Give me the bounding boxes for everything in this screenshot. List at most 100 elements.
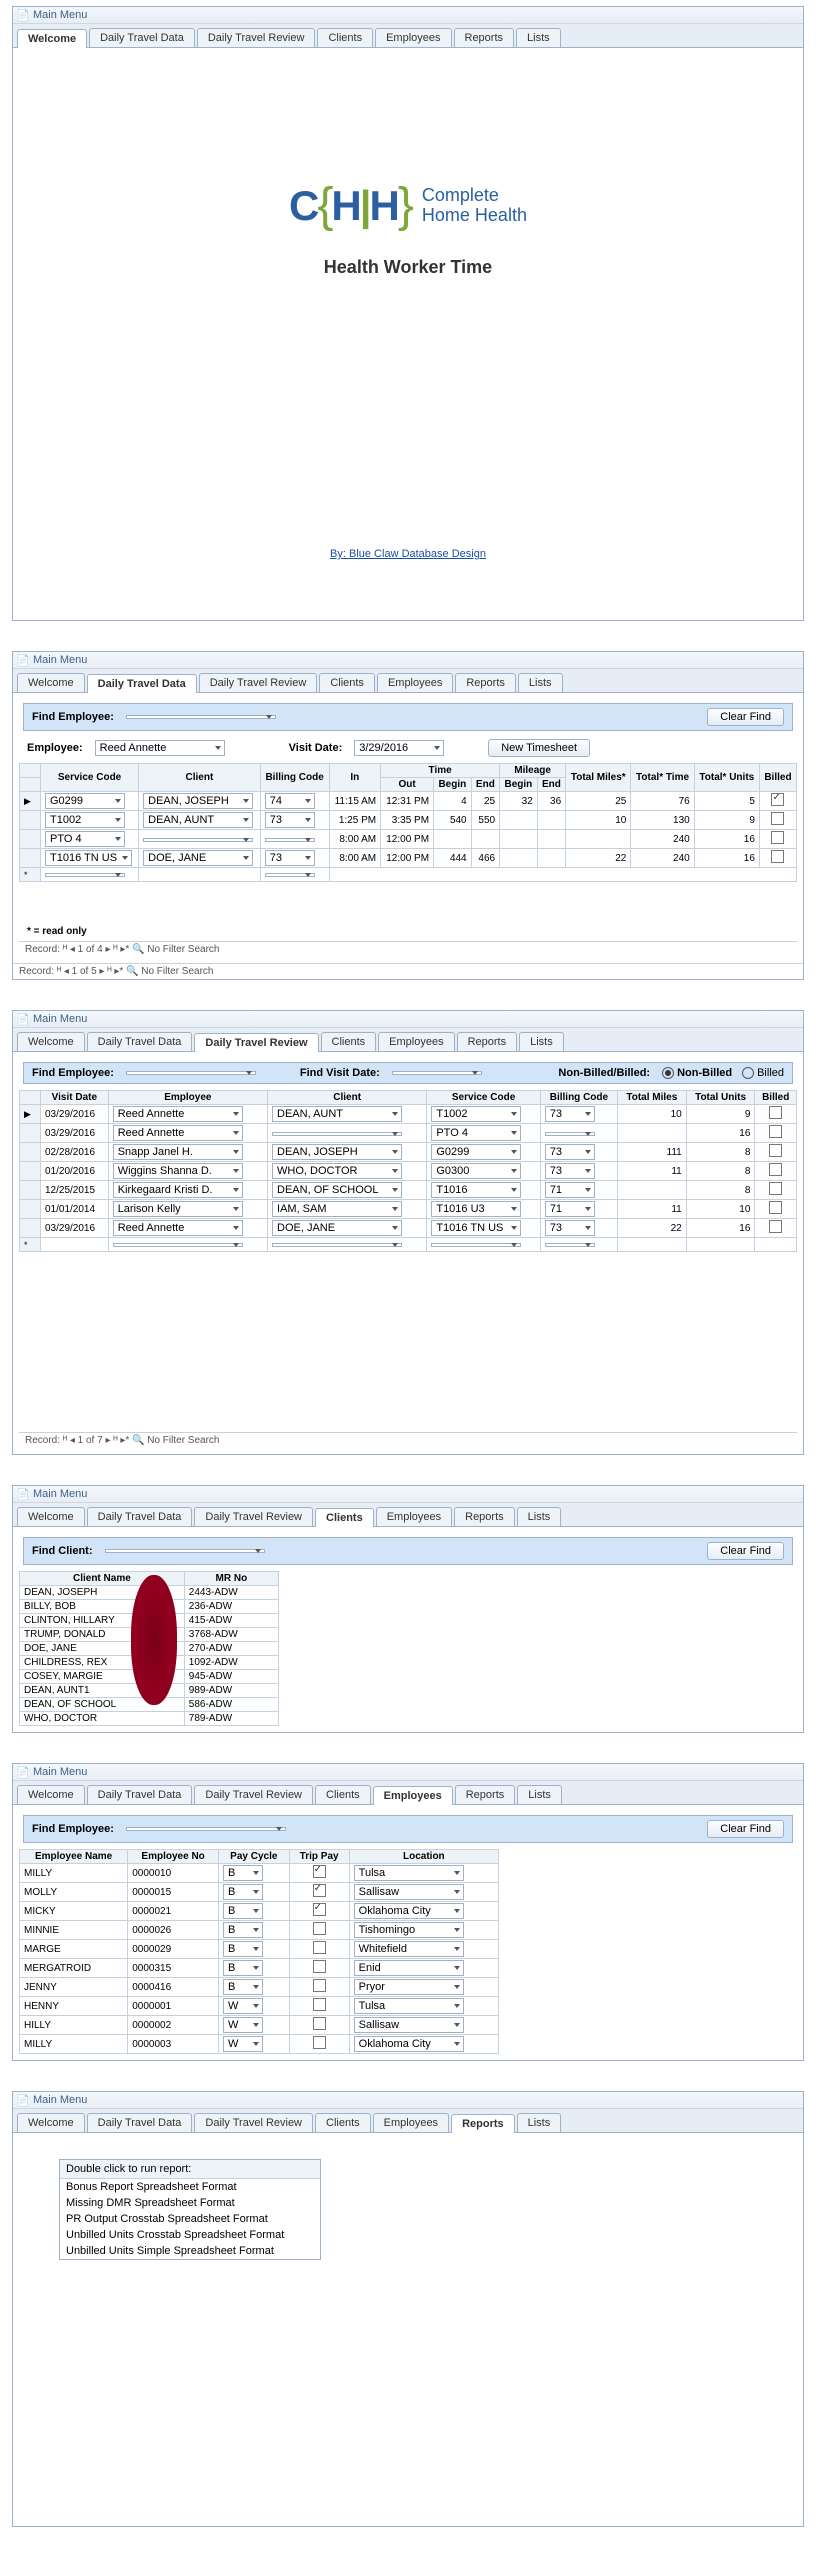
record-nav-outer[interactable]: Record: ᴴ ◂ 1 of 5 ▸ ᴴ ▸* 🔍 No Filter Se… (13, 963, 803, 979)
table-row[interactable]: HILLY0000002WSallisaw (20, 2016, 499, 2035)
panel-welcome: 📄 Main Menu WelcomeDaily Travel DataDail… (12, 6, 804, 621)
table-row[interactable]: ▶G0299DEAN, JOSEPH7411:15 AM12:31 PM4253… (20, 792, 797, 811)
table-row[interactable]: MOLLY0000015BSallisaw (20, 1883, 499, 1902)
tab-welcome[interactable]: Welcome (17, 2113, 85, 2132)
report-item[interactable]: Unbilled Units Crosstab Spreadsheet Form… (60, 2227, 320, 2243)
tab-daily-travel-data[interactable]: Daily Travel Data (89, 28, 195, 47)
tab-daily-travel-data[interactable]: Daily Travel Data (87, 1032, 193, 1051)
tab-lists[interactable]: Lists (517, 1507, 562, 1526)
redaction-mark (131, 1575, 177, 1705)
find-employee-select[interactable] (126, 1827, 286, 1831)
table-row[interactable]: ▶03/29/2016Reed AnnetteDEAN, AUNTT100273… (20, 1105, 797, 1124)
tab-lists[interactable]: Lists (517, 2113, 562, 2132)
window-title: Main Menu (33, 654, 87, 666)
tab-welcome[interactable]: Welcome (17, 673, 85, 692)
window-titlebar: 📄 Main Menu (13, 7, 803, 24)
tabstrip: WelcomeDaily Travel DataDaily Travel Rev… (13, 1781, 803, 1805)
panel-clients: 📄Main Menu WelcomeDaily Travel DataDaily… (12, 1485, 804, 1733)
table-row[interactable]: MARGE0000029BWhitefield (20, 1940, 499, 1959)
design-credit-link[interactable]: By: Blue Claw Database Design (330, 548, 486, 560)
table-row[interactable]: 12/25/2015Kirkegaard Kristi D.DEAN, OF S… (20, 1181, 797, 1200)
table-row[interactable]: 01/01/2014Larison KellyIAM, SAMT1016 U37… (20, 1200, 797, 1219)
tabstrip: WelcomeDaily Travel DataDaily Travel Rev… (13, 1028, 803, 1052)
table-row[interactable]: T1016 TN USDOE, JANE738:00 AM12:00 PM444… (20, 849, 797, 868)
tab-daily-travel-review[interactable]: Daily Travel Review (194, 1507, 313, 1526)
tab-daily-travel-data[interactable]: Daily Travel Data (87, 2113, 193, 2132)
tab-clients[interactable]: Clients (315, 2113, 371, 2132)
tab-welcome[interactable]: Welcome (17, 1032, 85, 1051)
report-item[interactable]: Bonus Report Spreadsheet Format (60, 2179, 320, 2195)
tab-daily-travel-review[interactable]: Daily Travel Review (194, 2113, 313, 2132)
tab-employees[interactable]: Employees (378, 1032, 454, 1051)
table-row[interactable]: HENNY0000001WTulsa (20, 1997, 499, 2016)
table-row[interactable]: 03/29/2016Reed AnnetteDOE, JANET1016 TN … (20, 1219, 797, 1238)
radio-billed[interactable]: Billed (742, 1067, 784, 1079)
tab-welcome[interactable]: Welcome (17, 29, 87, 48)
tab-lists[interactable]: Lists (516, 28, 561, 47)
tab-clients[interactable]: Clients (317, 28, 373, 47)
find-employee-select[interactable] (126, 715, 276, 719)
table-row[interactable]: 03/29/2016Reed AnnettePTO 416 (20, 1124, 797, 1143)
tab-clients[interactable]: Clients (315, 1508, 374, 1527)
employee-select[interactable]: Reed Annette (95, 740, 225, 756)
tab-reports[interactable]: Reports (457, 1032, 518, 1051)
table-row[interactable]: 02/28/2016Snapp Janel H.DEAN, JOSEPHG029… (20, 1143, 797, 1162)
tab-employees[interactable]: Employees (376, 1507, 452, 1526)
radio-non-billed[interactable]: Non-Billed (662, 1067, 732, 1079)
tab-daily-travel-data[interactable]: Daily Travel Data (87, 1785, 193, 1804)
table-row[interactable]: MILLY0000003WOklahoma City (20, 2035, 499, 2054)
find-client-select[interactable] (105, 1549, 265, 1553)
tab-clients[interactable]: Clients (321, 1032, 377, 1051)
tab-clients[interactable]: Clients (315, 1785, 371, 1804)
find-employee-select[interactable] (126, 1071, 256, 1075)
tab-daily-travel-data[interactable]: Daily Travel Data (87, 674, 197, 693)
table-row[interactable]: WHO, DOCTOR789-ADW (20, 1712, 279, 1726)
tab-daily-travel-data[interactable]: Daily Travel Data (87, 1507, 193, 1526)
tab-welcome[interactable]: Welcome (17, 1507, 85, 1526)
report-item[interactable]: Unbilled Units Simple Spreadsheet Format (60, 2243, 320, 2259)
tab-employees[interactable]: Employees (373, 2113, 449, 2132)
record-nav[interactable]: Record: ᴴ ◂ 1 of 7 ▸ ᴴ ▸* 🔍 No Filter Se… (19, 1432, 797, 1448)
tab-daily-travel-review[interactable]: Daily Travel Review (199, 673, 318, 692)
clear-find-button[interactable]: Clear Find (707, 1542, 784, 1560)
tab-daily-travel-review[interactable]: Daily Travel Review (194, 1785, 313, 1804)
table-row[interactable]: MILLY0000010BTulsa (20, 1864, 499, 1883)
tab-lists[interactable]: Lists (518, 673, 563, 692)
clear-find-button[interactable]: Clear Find (707, 708, 784, 726)
tab-daily-travel-review[interactable]: Daily Travel Review (197, 28, 316, 47)
tab-clients[interactable]: Clients (319, 673, 375, 692)
tab-employees[interactable]: Employees (377, 673, 453, 692)
report-item[interactable]: PR Output Crosstab Spreadsheet Format (60, 2211, 320, 2227)
window-title: Main Menu (33, 1488, 87, 1500)
tab-lists[interactable]: Lists (519, 1032, 564, 1051)
tab-reports[interactable]: Reports (454, 1507, 515, 1526)
reports-listbox[interactable]: Double click to run report: Bonus Report… (59, 2159, 321, 2260)
report-item[interactable]: Missing DMR Spreadsheet Format (60, 2195, 320, 2211)
clear-find-button[interactable]: Clear Find (707, 1820, 784, 1838)
table-row[interactable]: PTO 48:00 AM12:00 PM24016 (20, 830, 797, 849)
panel-employees: 📄Main Menu WelcomeDaily Travel DataDaily… (12, 1763, 804, 2061)
visit-date-label: Visit Date: (289, 742, 343, 754)
tab-reports[interactable]: Reports (451, 2114, 515, 2133)
panel-daily-travel-data: 📄Main Menu WelcomeDaily Travel DataDaily… (12, 651, 804, 980)
panel-reports: 📄Main Menu WelcomeDaily Travel DataDaily… (12, 2091, 804, 2527)
new-timesheet-button[interactable]: New Timesheet (488, 739, 590, 757)
form-icon: 📄 (17, 9, 29, 21)
tab-reports[interactable]: Reports (454, 28, 515, 47)
tab-employees[interactable]: Employees (375, 28, 451, 47)
tab-reports[interactable]: Reports (455, 1785, 516, 1804)
tab-lists[interactable]: Lists (517, 1785, 562, 1804)
table-row[interactable]: T1002DEAN, AUNT731:25 PM3:35 PM540550101… (20, 811, 797, 830)
tab-daily-travel-review[interactable]: Daily Travel Review (194, 1033, 318, 1052)
visit-date-input[interactable]: 3/29/2016 (354, 740, 444, 756)
tab-reports[interactable]: Reports (455, 673, 516, 692)
table-row[interactable]: MERGATROID0000315BEnid (20, 1959, 499, 1978)
table-row[interactable]: MICKY0000021BOklahoma City (20, 1902, 499, 1921)
table-row[interactable]: JENNY0000416BPryor (20, 1978, 499, 1997)
record-nav-inner[interactable]: Record: ᴴ ◂ 1 of 4 ▸ ᴴ ▸* 🔍 No Filter Se… (19, 941, 797, 957)
tab-employees[interactable]: Employees (373, 1786, 453, 1805)
find-visit-date-select[interactable] (392, 1071, 482, 1075)
table-row[interactable]: 01/20/2016Wiggins Shanna D.WHO, DOCTORG0… (20, 1162, 797, 1181)
table-row[interactable]: MINNIE0000026BTishomingo (20, 1921, 499, 1940)
tab-welcome[interactable]: Welcome (17, 1785, 85, 1804)
